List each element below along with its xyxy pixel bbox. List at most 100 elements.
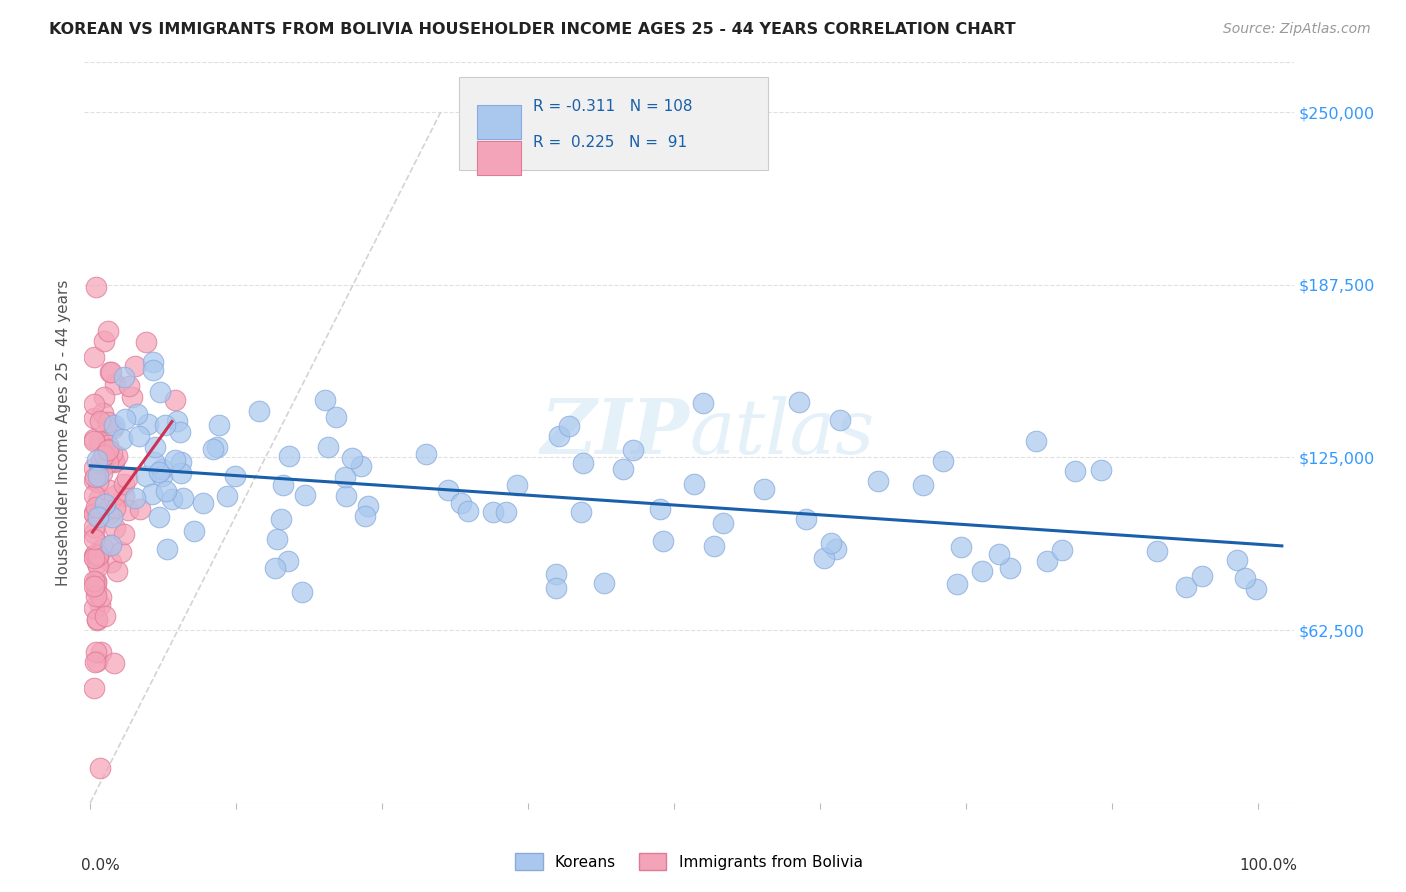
Point	[83, 488, 105, 502]
Point	[125, 408, 148, 422]
Point	[103, 418, 125, 433]
Point	[84, 589, 107, 603]
Point	[202, 442, 225, 457]
Point	[97, 442, 120, 456]
Point	[87, 434, 110, 449]
Point	[294, 488, 316, 502]
Point	[495, 504, 517, 518]
Point	[621, 442, 644, 457]
Point	[87, 558, 110, 573]
Point	[651, 534, 673, 549]
Point	[83, 432, 105, 446]
Point	[91, 541, 114, 555]
Point	[911, 477, 934, 491]
Point	[101, 420, 124, 434]
Point	[548, 429, 571, 443]
Point	[83, 681, 105, 695]
Point	[83, 574, 105, 588]
Point	[83, 507, 105, 521]
Legend: Koreans, Immigrants from Bolivia: Koreans, Immigrants from Bolivia	[509, 847, 869, 877]
Point	[84, 576, 107, 591]
Point	[291, 584, 314, 599]
Point	[83, 410, 105, 425]
Point	[84, 500, 107, 514]
Point	[86, 508, 108, 523]
Point	[98, 538, 121, 552]
Point	[103, 657, 125, 671]
Point	[100, 555, 122, 569]
Point	[183, 524, 205, 538]
Point	[266, 532, 288, 546]
Text: Source: ZipAtlas.com: Source: ZipAtlas.com	[1223, 22, 1371, 37]
Point	[103, 453, 125, 467]
Point	[148, 465, 170, 479]
Point	[84, 656, 107, 670]
Point	[787, 395, 810, 409]
Text: 0.0%: 0.0%	[80, 858, 120, 873]
Point	[93, 405, 115, 419]
Point	[156, 541, 179, 556]
Point	[103, 521, 125, 535]
Point	[1233, 571, 1256, 585]
Point	[340, 450, 363, 465]
Point	[135, 469, 157, 483]
Point	[84, 645, 107, 659]
Point	[93, 609, 115, 624]
Point	[86, 612, 108, 626]
Point	[103, 455, 125, 469]
Point	[83, 579, 105, 593]
Point	[83, 351, 105, 365]
Point	[83, 525, 105, 540]
Point	[264, 560, 287, 574]
Text: ZIP: ZIP	[540, 396, 689, 469]
Point	[1226, 553, 1249, 567]
Point	[544, 582, 567, 596]
Point	[112, 370, 135, 384]
Point	[169, 455, 191, 469]
Point	[83, 434, 105, 449]
FancyBboxPatch shape	[478, 104, 520, 139]
Point	[191, 496, 214, 510]
Point	[142, 363, 165, 377]
Point	[87, 475, 110, 490]
Point	[703, 539, 725, 553]
Point	[104, 377, 127, 392]
Point	[110, 545, 132, 559]
Text: 100.0%: 100.0%	[1239, 858, 1298, 873]
Point	[87, 549, 110, 564]
Point	[105, 565, 128, 579]
Point	[124, 491, 146, 505]
Point	[100, 538, 122, 552]
Point	[333, 470, 356, 484]
Point	[415, 447, 437, 461]
Point	[155, 417, 177, 432]
Point	[97, 438, 120, 452]
Point	[813, 550, 835, 565]
Text: KOREAN VS IMMIGRANTS FROM BOLIVIA HOUSEHOLDER INCOME AGES 25 - 44 YEARS CORRELAT: KOREAN VS IMMIGRANTS FROM BOLIVIA HOUSEH…	[49, 22, 1015, 37]
Point	[83, 507, 105, 521]
Point	[83, 520, 105, 534]
Text: R =  0.225   N =  91: R = 0.225 N = 91	[533, 135, 688, 150]
Point	[450, 496, 472, 510]
Point	[350, 459, 373, 474]
Text: atlas: atlas	[689, 396, 875, 469]
Point	[155, 483, 177, 498]
Point	[169, 425, 191, 440]
Point	[149, 384, 172, 399]
Point	[828, 413, 851, 427]
Point	[457, 504, 479, 518]
Point	[83, 461, 105, 475]
Point	[86, 613, 108, 627]
Point	[150, 469, 173, 483]
FancyBboxPatch shape	[478, 141, 520, 175]
Point	[89, 414, 111, 428]
Point	[711, 516, 734, 530]
Point	[544, 567, 567, 582]
Point	[612, 462, 634, 476]
Point	[83, 550, 105, 565]
Point	[572, 456, 595, 470]
Point	[93, 449, 115, 463]
Point	[1175, 580, 1198, 594]
Point	[104, 501, 127, 516]
Point	[217, 489, 239, 503]
